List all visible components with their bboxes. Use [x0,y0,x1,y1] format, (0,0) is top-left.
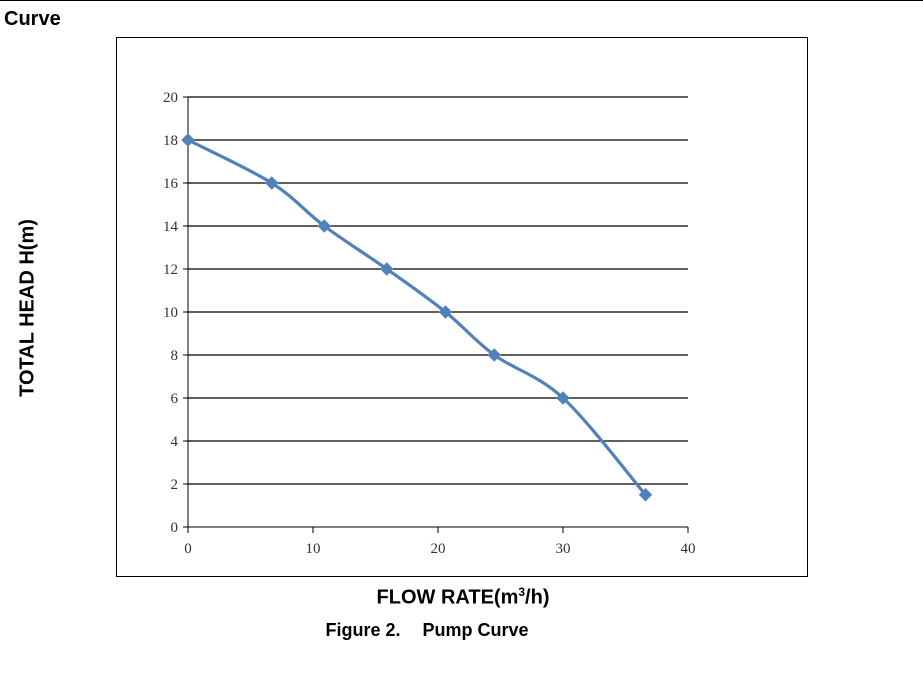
x-tick-label-10: 10 [306,541,321,557]
y-tick-label-8: 8 [171,348,179,364]
y-tick-label-20: 20 [163,90,178,106]
y-axis-label: TOTAL HEAD H(m) [16,219,39,397]
x-tick-label-40: 40 [681,541,696,557]
y-tick-label-0: 0 [171,520,179,536]
figure-caption-prefix: Figure 2. [325,620,401,640]
x-tick-label-0: 0 [184,541,192,557]
y-tick-label-4: 4 [171,434,179,450]
x-tick-label-30: 30 [556,541,571,557]
y-tick-label-12: 12 [163,262,178,278]
y-tick-label-2: 2 [171,477,179,493]
x-axis-label: FLOW RATE(m3/h) [377,585,550,610]
chart-plot: 0 2 4 6 8 10 12 14 16 18 20 0 10 20 30 40 [163,90,696,557]
x-axis-label-superscript: 3 [518,585,526,599]
data-point-7 [638,488,653,502]
x-tick-label-20: 20 [431,541,446,557]
data-point-5 [487,348,501,362]
data-point-0 [181,133,195,147]
chart-frame: 0 2 4 6 8 10 12 14 16 18 20 0 10 20 30 40 [116,37,808,577]
y-tick-label-14: 14 [163,219,179,235]
y-tick-label-10: 10 [163,305,178,321]
data-point-1 [265,176,279,190]
data-point-2 [317,219,331,233]
data-point-6 [556,391,570,405]
y-tick-label-16: 16 [163,176,179,192]
y-tick-label-6: 6 [171,391,179,407]
top-rule [0,0,923,1]
data-point-3 [380,262,394,276]
x-axis-label-main: FLOW RATE(m [376,586,519,609]
x-axis-label-tail: /h) [525,586,550,609]
y-tick-label-18: 18 [163,133,178,149]
figure-caption: Figure 2. Pump Curve [325,620,528,641]
section-heading: Curve [4,8,61,30]
figure-caption-text: Pump Curve [422,620,529,640]
data-point-4 [438,305,453,319]
